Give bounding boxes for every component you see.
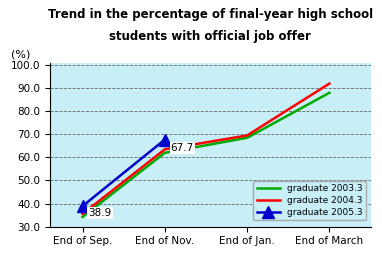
Text: 67.7: 67.7 bbox=[171, 143, 194, 153]
Legend: graduate 2003.3, graduate 2004.3, graduate 2005.3: graduate 2003.3, graduate 2004.3, gradua… bbox=[253, 181, 366, 220]
graduate 2003.3 bbox=[163, 151, 167, 155]
Line: graduate 2005.3: graduate 2005.3 bbox=[77, 134, 170, 212]
Text: Trend in the percentage of final-year high school: Trend in the percentage of final-year hi… bbox=[47, 8, 373, 21]
Line: graduate 2003.3: graduate 2003.3 bbox=[83, 93, 329, 217]
graduate 2005.3 bbox=[80, 204, 85, 208]
graduate 2004.3 bbox=[80, 212, 85, 216]
graduate 2003.3 bbox=[80, 215, 85, 219]
Text: students with official job offer: students with official job offer bbox=[109, 30, 311, 43]
graduate 2005.3 bbox=[163, 138, 167, 141]
graduate 2004.3 bbox=[163, 148, 167, 151]
Line: graduate 2004.3: graduate 2004.3 bbox=[83, 84, 329, 214]
graduate 2004.3 bbox=[245, 134, 249, 137]
Text: 38.9: 38.9 bbox=[88, 208, 112, 218]
graduate 2003.3 bbox=[327, 91, 332, 94]
graduate 2004.3 bbox=[327, 82, 332, 85]
Text: (%): (%) bbox=[11, 49, 31, 59]
graduate 2003.3 bbox=[245, 136, 249, 140]
